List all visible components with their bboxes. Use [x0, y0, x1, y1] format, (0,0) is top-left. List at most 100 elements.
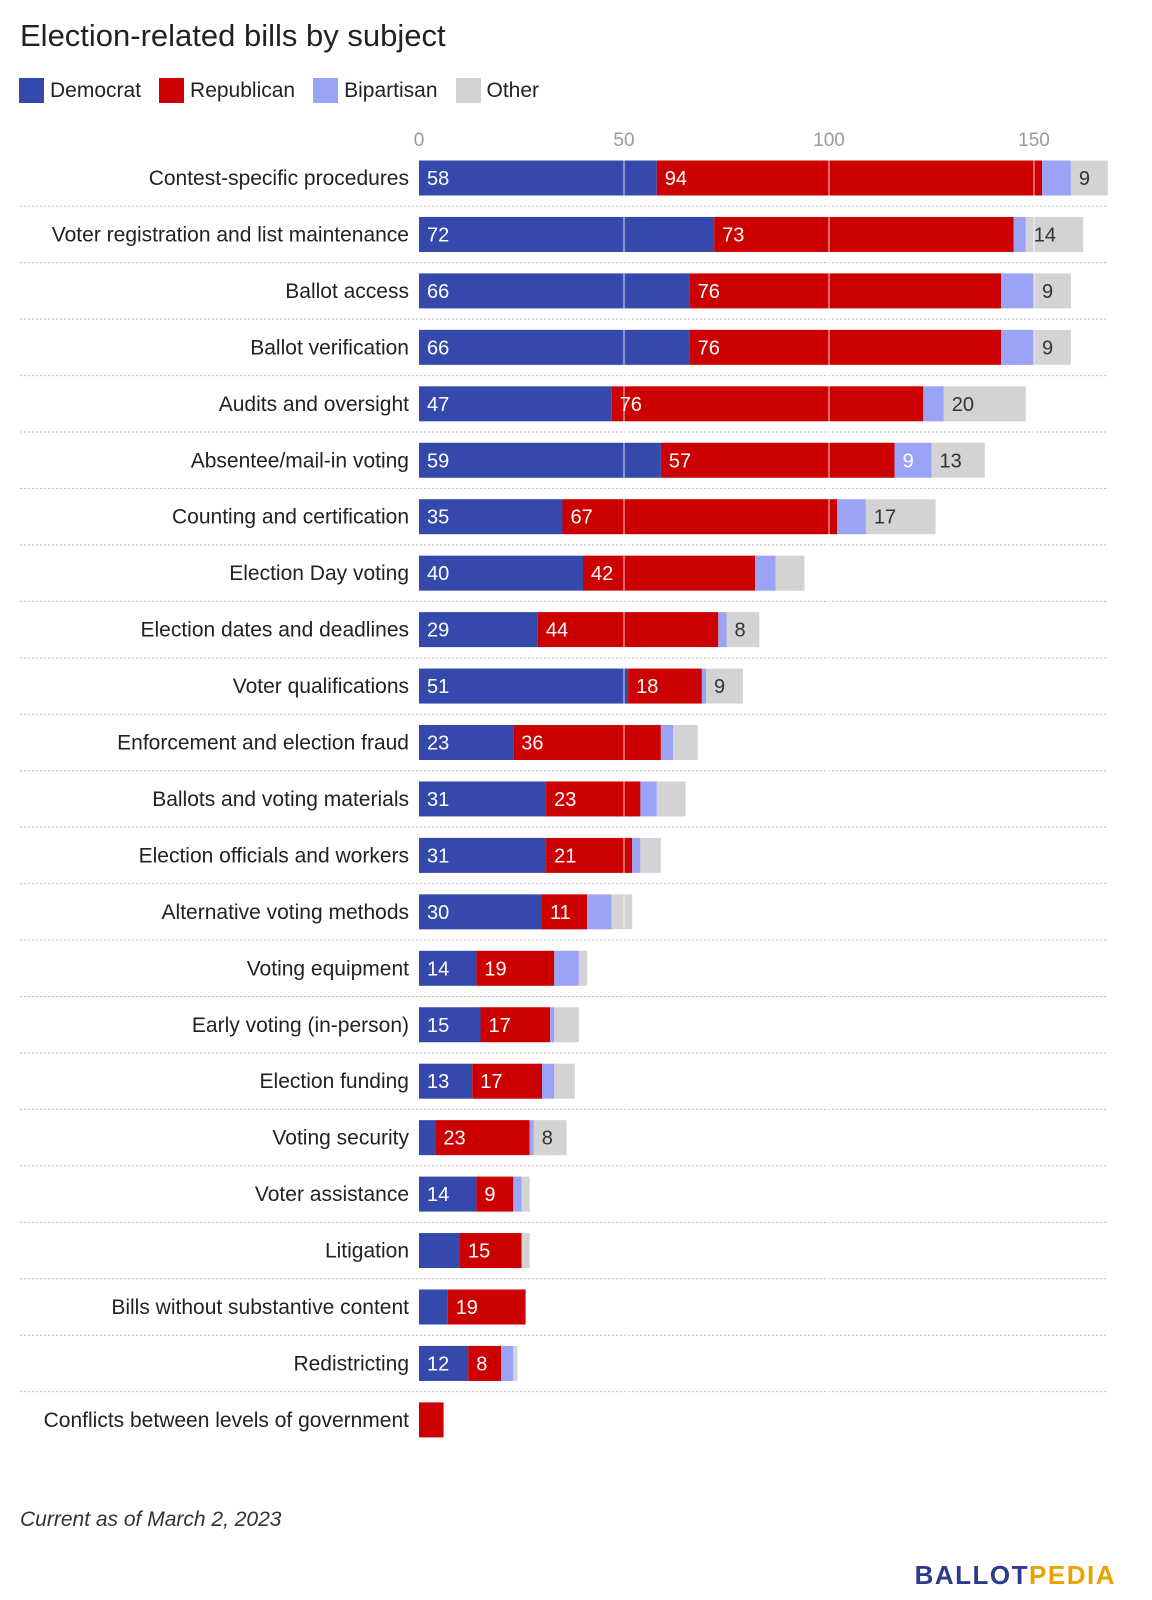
bar-segment-republican	[472, 1063, 542, 1099]
data-label: 20	[952, 394, 974, 416]
data-label: 36	[521, 733, 543, 755]
bar-segment-republican	[542, 894, 588, 930]
data-label: 29	[427, 620, 449, 642]
legend-label: Democrat	[50, 78, 142, 102]
data-label: 14	[1034, 224, 1056, 246]
category-label: Redistricting	[293, 1352, 409, 1375]
bar-segment-bipartisan	[550, 1007, 555, 1043]
bar-segment-other	[1034, 329, 1071, 365]
data-label: 31	[427, 789, 449, 811]
bar-segment-bipartisan	[513, 1176, 522, 1212]
category-label: Early voting (in-person)	[192, 1014, 409, 1037]
bar-segment-other	[554, 1063, 575, 1099]
data-label: 9	[903, 450, 914, 472]
category-label: Absentee/mail-in voting	[191, 449, 409, 472]
data-label: 72	[427, 224, 449, 246]
category-label: Voting security	[272, 1127, 409, 1150]
data-label: 73	[722, 224, 744, 246]
bar-segment-other	[1034, 273, 1071, 309]
data-label: 11	[550, 902, 571, 924]
bar-segment-bipartisan	[837, 499, 866, 535]
bar-segment-other	[673, 725, 698, 760]
bar-segment-other	[775, 555, 805, 591]
category-label: Election Day voting	[229, 562, 409, 585]
category-label: Voter assistance	[255, 1183, 409, 1206]
bar-segment-democrat	[419, 1120, 436, 1156]
bar-segment-bipartisan	[632, 837, 641, 873]
data-label: 23	[427, 733, 449, 755]
data-label: 13	[427, 1071, 449, 1093]
bar-segment-republican	[480, 1007, 551, 1043]
bar-segment-republican	[562, 499, 838, 535]
bar-segment-republican	[537, 612, 719, 648]
bar-segment-democrat	[419, 555, 583, 591]
bar-segment-bipartisan	[718, 612, 727, 648]
bar-segment-other	[640, 837, 661, 873]
category-label: Ballot access	[285, 280, 409, 303]
bar-segment-bipartisan	[587, 894, 612, 930]
data-label: 21	[554, 845, 576, 867]
bar-segment-republican	[656, 160, 1043, 196]
footnote: Current as of March 2, 2023	[20, 1508, 282, 1531]
bar-segment-republican	[513, 725, 661, 760]
data-label: 8	[542, 1128, 553, 1150]
bar-segment-democrat	[419, 781, 547, 817]
data-label: 9	[484, 1184, 495, 1206]
data-label: 17	[489, 1015, 511, 1037]
x-tick-label: 150	[1018, 130, 1050, 151]
bar-segment-democrat	[419, 160, 657, 196]
data-label: 76	[620, 394, 642, 416]
category-label: Contest-specific procedures	[149, 167, 409, 190]
bar-segment-democrat	[419, 612, 538, 648]
data-label: 9	[714, 676, 725, 698]
data-label: 94	[665, 168, 687, 190]
data-label: 19	[456, 1297, 478, 1319]
data-label: 23	[554, 789, 576, 811]
data-label: 17	[480, 1071, 502, 1093]
data-label: 18	[636, 676, 658, 698]
bar-segment-other	[578, 950, 588, 986]
data-label: 58	[427, 168, 449, 190]
bar-segment-bipartisan	[1001, 329, 1034, 365]
legend-item-democrat: Democrat	[19, 78, 141, 103]
data-label: 47	[427, 394, 449, 416]
category-label: Voter qualifications	[233, 675, 409, 698]
category-label: Enforcement and election fraud	[117, 732, 409, 755]
legend-label: Other	[486, 78, 540, 102]
bar-segment-democrat	[419, 442, 661, 478]
bar-segment-democrat	[419, 1233, 460, 1269]
bar-segment-republican	[660, 442, 895, 478]
chart-title: Election-related bills by subject	[20, 18, 446, 53]
category-label: Litigation	[325, 1240, 409, 1263]
bar-segment-bipartisan	[640, 781, 657, 817]
legend-swatch	[159, 78, 185, 103]
bar-segment-other	[1025, 216, 1084, 252]
data-label: 15	[468, 1241, 490, 1263]
bar-segment-democrat	[419, 894, 542, 930]
data-label: 9	[1042, 281, 1053, 303]
category-label: Ballot verification	[250, 336, 409, 359]
data-label: 59	[427, 450, 449, 472]
data-label: 15	[427, 1015, 449, 1037]
category-label: Conflicts between levels of government	[44, 1409, 410, 1432]
category-label: Election funding	[260, 1070, 409, 1093]
data-label: 30	[427, 902, 449, 924]
bar-segment-republican	[714, 216, 1014, 252]
bar-segment-republican	[468, 1345, 501, 1381]
category-label: Alternative voting methods	[162, 901, 409, 924]
bar-segment-republican	[546, 837, 633, 873]
bar-segment-democrat	[419, 1345, 469, 1381]
data-label: 14	[427, 958, 449, 980]
bar-segment-other	[943, 386, 1026, 422]
bar-segment-democrat	[419, 950, 477, 986]
category-label: Audits and oversight	[219, 393, 409, 416]
bar-segment-democrat	[419, 725, 514, 760]
bar-segment-democrat	[419, 668, 629, 704]
x-tick-label: 0	[414, 130, 425, 151]
bar-segment-democrat	[419, 1176, 477, 1212]
bar-segment-bipartisan	[923, 386, 944, 422]
data-label: 17	[874, 507, 896, 529]
bar-segment-republican	[583, 555, 756, 591]
brand-part-2: PEDIA	[1029, 1560, 1116, 1590]
